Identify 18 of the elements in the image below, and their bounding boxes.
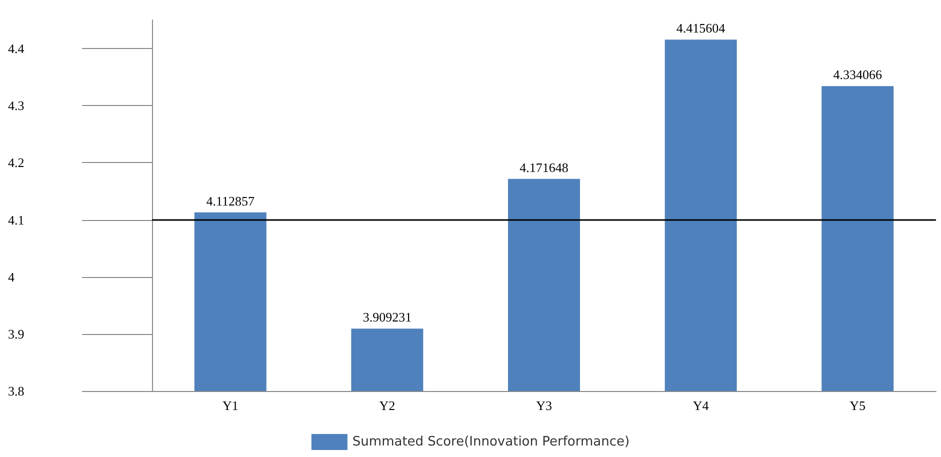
y-tick-label: 4.2 <box>8 155 24 170</box>
y-tick-label: 4.1 <box>8 212 24 228</box>
y-tick-label: 4.4 <box>8 41 25 56</box>
x-tick-label: Y3 <box>536 398 552 413</box>
x-tick-label: Y4 <box>692 398 710 413</box>
x-tick-label: Y5 <box>850 398 866 413</box>
data-label: 4.171648 <box>520 160 568 175</box>
data-label: 4.415604 <box>676 20 726 36</box>
data-label: 3.909231 <box>362 310 412 325</box>
data-label: 4.112857 <box>206 193 256 208</box>
data-label: 4.334066 <box>833 67 882 82</box>
y-tick-label: 3.9 <box>8 326 24 342</box>
legend-label: Summated Score(Innovation Performance) <box>352 434 630 450</box>
x-tick-label: Y2 <box>379 398 396 413</box>
y-tick-label: 4.3 <box>8 98 24 114</box>
y-tick-label: 4 <box>8 269 15 284</box>
y-tick-label: 3.8 <box>8 384 24 398</box>
x-tick-label: Y1 <box>222 398 238 413</box>
